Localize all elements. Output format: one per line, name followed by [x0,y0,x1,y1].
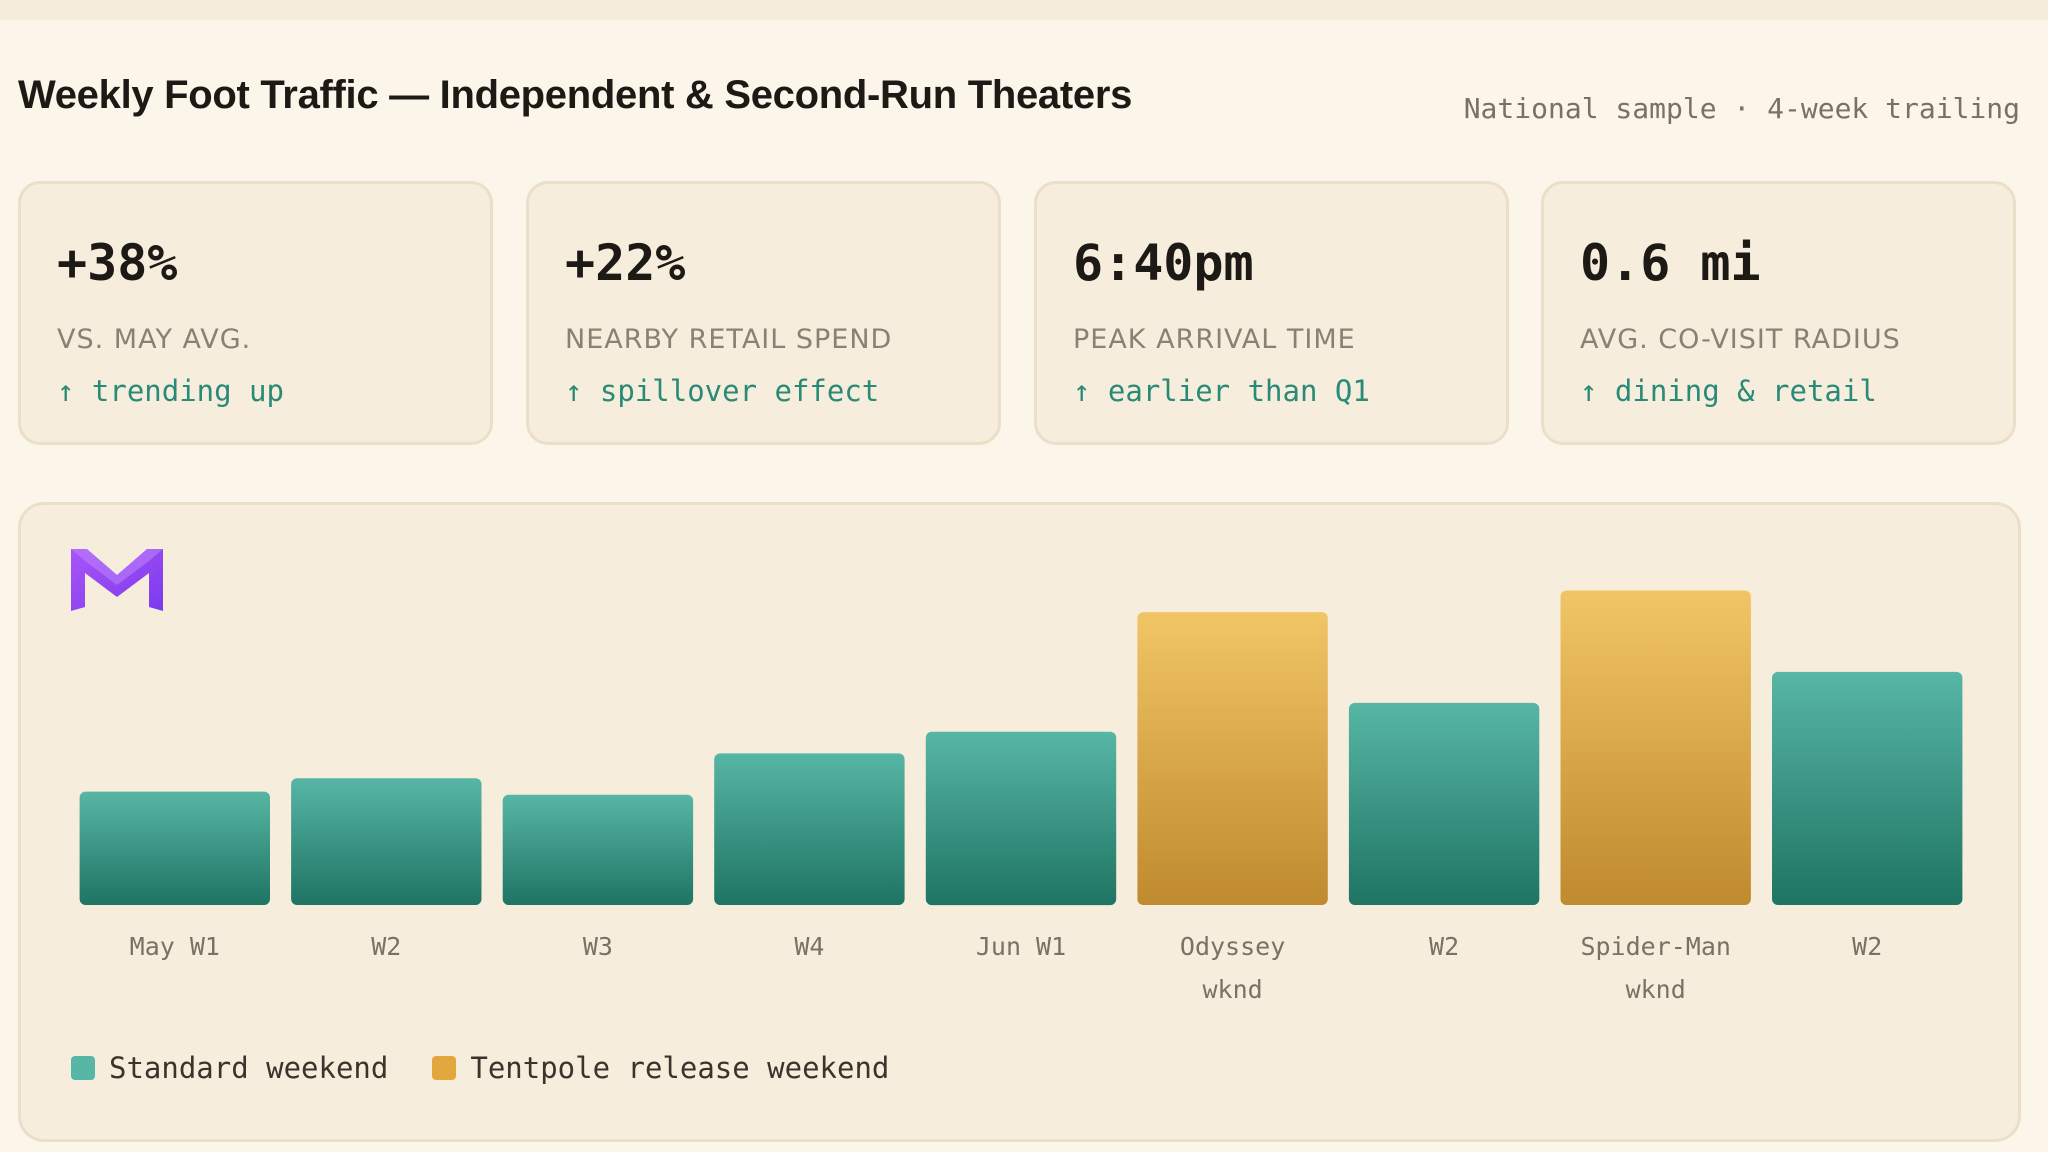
legend-item-tentpole: Tentpole release weekend [432,1051,889,1085]
chart-card: May W1 W2 W3 W4 Jun W1 Odyssey wknd W2 Spider-Ma… [18,502,2021,1142]
stat-label: PEAK ARRIVAL TIME [1073,324,1356,355]
bar-1 [291,778,482,905]
legend-label-tentpole: Tentpole release weekend [470,1051,890,1085]
page-title: Weekly Foot Traffic — Independent & Seco… [18,73,1133,117]
stat-card-covisit-radius: 0.6 mi AVG. CO-VISIT RADIUS ↑ dining & r… [1541,181,2016,445]
x-tick-label-8-0: W2 [1852,932,1882,961]
legend-label-standard: Standard weekend [109,1051,389,1085]
bar-4 [925,731,1117,906]
x-tick-label-1-0: W2 [371,932,401,961]
stat-card-retail-spend: +22% NEARBY RETAIL SPEND ↑ spillover eff… [526,181,1001,445]
x-tick-label-6-0: W2 [1429,932,1459,961]
stat-label: VS. MAY AVG. [57,324,252,355]
stat-value: 6:40pm [1073,234,1254,292]
bar-8 [1772,671,1963,905]
x-tick-label-7-1: wknd [1626,975,1686,1004]
x-tick-label-2-0: W3 [583,932,613,961]
stat-value: +38% [57,234,178,292]
stat-trend: ↑ dining & retail [1580,374,1877,408]
m-logo-icon [71,549,163,611]
stat-label: AVG. CO-VISIT RADIUS [1580,324,1901,355]
legend-swatch-standard [71,1056,95,1080]
x-tick-label-7-0: Spider-Man [1580,932,1731,961]
stat-trend: ↑ earlier than Q1 [1073,374,1370,408]
stat-value: 0.6 mi [1580,234,1761,292]
bar-5 [1137,612,1328,905]
top-strip [0,0,2048,20]
bar-3 [714,753,905,905]
stat-trend: ↑ spillover effect [565,374,880,408]
legend-swatch-tentpole [432,1056,457,1080]
bar-chart: May W1 W2 W3 W4 Jun W1 Odyssey wknd W2 Spider-Ma… [79,590,1963,1004]
legend-item-standard: Standard weekend [71,1051,388,1085]
stat-trend: ↑ trending up [57,374,284,408]
stat-card-vs-may: +38% VS. MAY AVG. ↑ trending up [18,181,493,445]
stat-card-peak-arrival: 6:40pm PEAK ARRIVAL TIME ↑ earlier than … [1034,181,1509,445]
stat-value: +22% [565,234,686,292]
x-tick-label-5-1: wknd [1202,975,1262,1004]
bar-2 [502,794,694,905]
x-tick-label-4-0: Jun W1 [976,932,1066,961]
bar-0 [79,791,270,905]
bar-7 [1560,590,1751,905]
chart-legend: Standard weekend Tentpole release weeken… [71,1051,933,1085]
page-subtitle: National sample · 4-week trailing [1463,92,2020,125]
x-tick-label-0-0: May W1 [130,932,220,961]
bar-6 [1348,702,1540,905]
x-tick-label-3-0: W4 [794,932,824,961]
stat-label: NEARBY RETAIL SPEND [565,324,893,355]
x-tick-label-5-0: Odyssey [1180,932,1285,961]
